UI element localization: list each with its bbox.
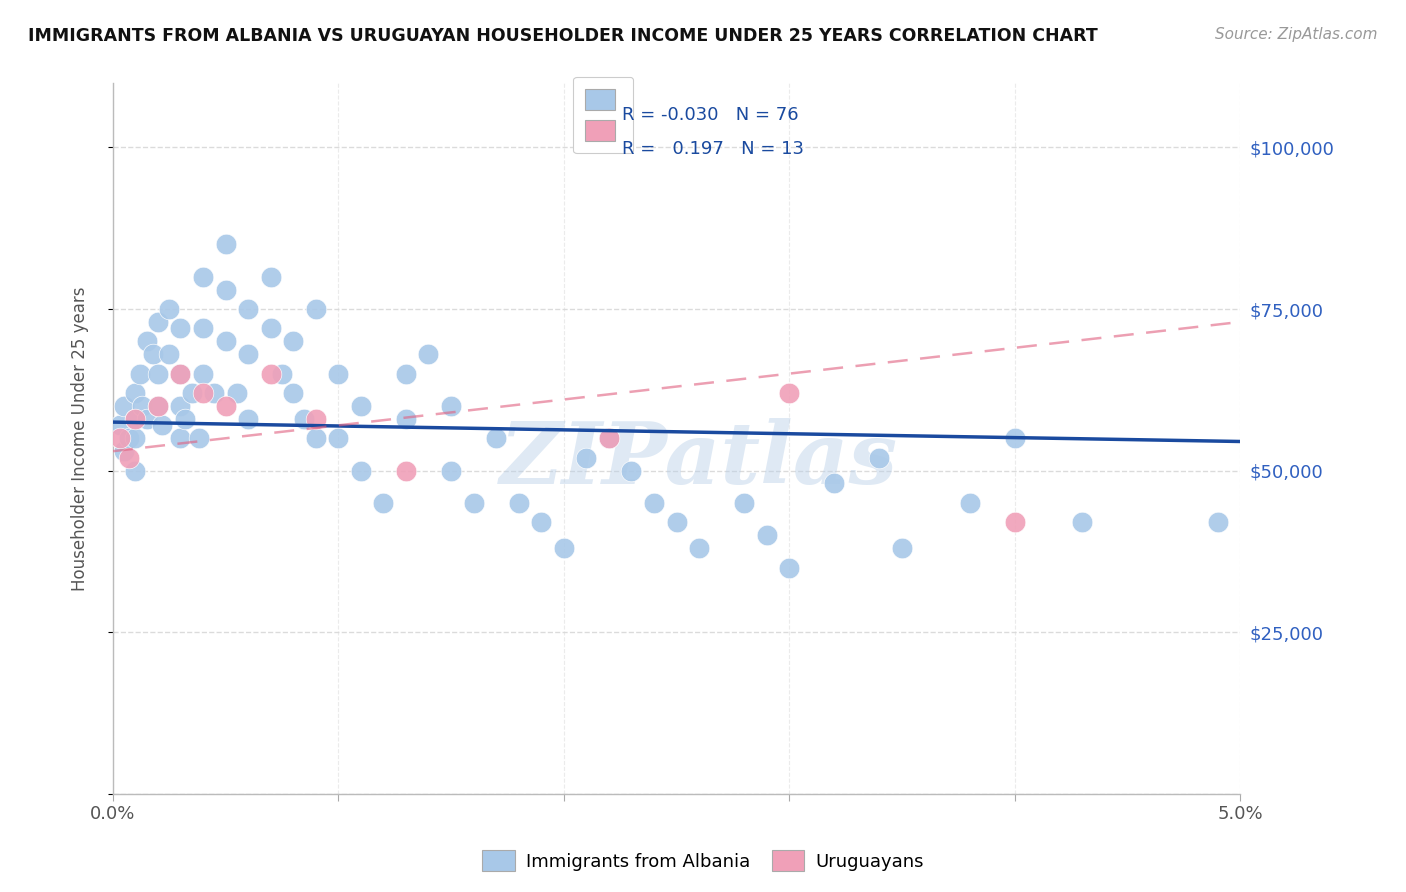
Point	[142, 347, 165, 361]
Point	[169, 367, 191, 381]
Text: Source: ZipAtlas.com: Source: ZipAtlas.com	[1215, 27, 1378, 42]
Point	[463, 496, 485, 510]
Point	[305, 301, 328, 316]
Point	[236, 412, 259, 426]
Point	[124, 412, 146, 426]
Point	[124, 386, 146, 401]
Point	[112, 444, 135, 458]
Point	[1004, 431, 1026, 445]
Point	[112, 399, 135, 413]
Point	[440, 464, 463, 478]
Point	[530, 516, 553, 530]
Point	[108, 431, 131, 445]
Point	[214, 237, 236, 252]
Text: IMMIGRANTS FROM ALBANIA VS URUGUAYAN HOUSEHOLDER INCOME UNDER 25 YEARS CORRELATI: IMMIGRANTS FROM ALBANIA VS URUGUAYAN HOU…	[28, 27, 1098, 45]
Point	[202, 386, 225, 401]
Point	[440, 399, 463, 413]
Point	[191, 386, 214, 401]
Point	[108, 418, 131, 433]
Point	[117, 431, 139, 445]
Point	[146, 399, 169, 413]
Point	[260, 367, 283, 381]
Point	[283, 386, 305, 401]
Text: ZIPatlas: ZIPatlas	[501, 417, 898, 501]
Point	[225, 386, 247, 401]
Point	[395, 367, 418, 381]
Point	[169, 321, 191, 335]
Point	[283, 334, 305, 349]
Point	[157, 347, 180, 361]
Point	[959, 496, 981, 510]
Point	[260, 269, 283, 284]
Point	[260, 321, 283, 335]
Point	[135, 334, 157, 349]
Point	[350, 464, 373, 478]
Point	[187, 431, 209, 445]
Point	[598, 431, 620, 445]
Point	[191, 367, 214, 381]
Point	[305, 431, 328, 445]
Point	[733, 496, 755, 510]
Point	[643, 496, 665, 510]
Point	[418, 347, 440, 361]
Point	[191, 321, 214, 335]
Point	[688, 541, 710, 555]
Point	[236, 301, 259, 316]
Point	[124, 412, 146, 426]
Point	[328, 431, 350, 445]
Point	[778, 560, 800, 574]
Point	[236, 347, 259, 361]
Point	[146, 315, 169, 329]
Point	[174, 412, 197, 426]
Point	[129, 367, 152, 381]
Point	[373, 496, 395, 510]
Point	[755, 528, 778, 542]
Point	[180, 386, 202, 401]
Point	[135, 412, 157, 426]
Point	[214, 334, 236, 349]
Point	[891, 541, 914, 555]
Point	[598, 431, 620, 445]
Point	[350, 399, 373, 413]
Point	[395, 464, 418, 478]
Point	[305, 412, 328, 426]
Point	[575, 450, 598, 465]
Point	[124, 464, 146, 478]
Point	[1206, 516, 1229, 530]
Point	[1071, 516, 1094, 530]
Point	[395, 412, 418, 426]
Point	[214, 399, 236, 413]
Point	[157, 301, 180, 316]
Point	[169, 367, 191, 381]
Point	[271, 367, 294, 381]
Point	[328, 367, 350, 381]
Legend: Immigrants from Albania, Uruguayans: Immigrants from Albania, Uruguayans	[475, 843, 931, 879]
Point	[146, 367, 169, 381]
Point	[214, 283, 236, 297]
Point	[553, 541, 575, 555]
Point	[169, 431, 191, 445]
Point	[1004, 516, 1026, 530]
Point	[778, 386, 800, 401]
Point	[117, 450, 139, 465]
Point	[620, 464, 643, 478]
Point	[146, 399, 169, 413]
Point	[152, 418, 174, 433]
Point	[124, 431, 146, 445]
Point	[169, 399, 191, 413]
Text: R =   0.197   N = 13: R = 0.197 N = 13	[623, 140, 804, 158]
Y-axis label: Householder Income Under 25 years: Householder Income Under 25 years	[72, 286, 89, 591]
Legend: , : ,	[574, 77, 633, 153]
Point	[823, 476, 845, 491]
Point	[294, 412, 316, 426]
Point	[131, 399, 153, 413]
Point	[868, 450, 890, 465]
Point	[191, 269, 214, 284]
Point	[508, 496, 530, 510]
Point	[665, 516, 688, 530]
Point	[485, 431, 508, 445]
Text: R = -0.030   N = 76: R = -0.030 N = 76	[623, 105, 799, 124]
